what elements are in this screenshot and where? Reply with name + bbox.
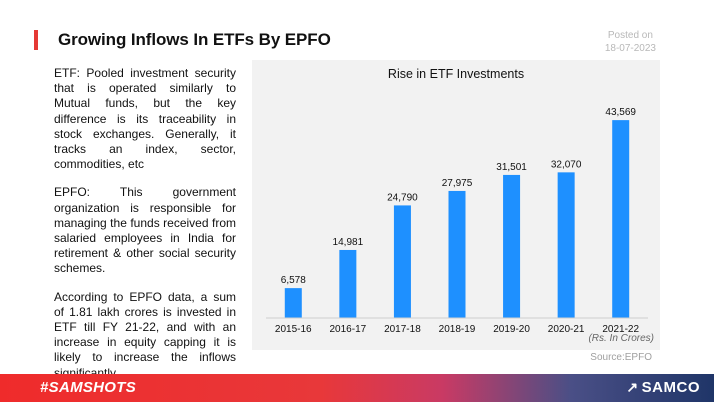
data-label-2021-22: 43,569 <box>605 107 636 118</box>
brand-name: SAMCO <box>641 379 700 396</box>
data-label-2018-19: 27,975 <box>442 178 473 189</box>
page-title: Growing Inflows In ETFs By EPFO <box>58 30 331 49</box>
bar-chart: Rise in ETF Investments 6,578 2015-16 14,9… <box>266 67 654 344</box>
x-tick-label-2016-17: 2016-17 <box>330 324 367 335</box>
description-column: ETF: Pooled investment security that is … <box>54 66 236 394</box>
x-tick-label-2019-20: 2019-20 <box>493 324 530 335</box>
x-tick-label-2017-18: 2017-18 <box>384 324 421 335</box>
bar-2021-22 <box>612 120 630 318</box>
title-accent-bar <box>34 30 38 50</box>
source-label: Source:EPFO <box>590 352 652 363</box>
bar-2018-19 <box>448 190 466 318</box>
bar-2020-21 <box>557 172 575 318</box>
posted-label: Posted on <box>607 30 653 41</box>
footer-banner: #SAMSHOTS ↗ SAMCO <box>0 374 714 402</box>
data-label-2019-20: 31,501 <box>496 162 527 173</box>
brand-logo: ↗ SAMCO <box>626 379 700 396</box>
x-tick-label-2021-22: 2021-22 <box>602 324 639 335</box>
bar-2017-18 <box>393 205 411 318</box>
chart-panel: Rise in ETF Investments 6,578 2015-16 14,9… <box>252 60 660 350</box>
hashtag-label: #SAMSHOTS <box>40 379 137 396</box>
data-label-2016-17: 14,981 <box>333 237 364 248</box>
data-label-2017-18: 24,790 <box>387 192 418 203</box>
unit-note: (Rs. In Crores) <box>588 333 654 344</box>
posted-date: 18-07-2023 <box>604 43 656 54</box>
x-tick-label-2015-16: 2015-16 <box>275 324 312 335</box>
posted-info: Posted on 18-07-2023 <box>605 29 656 55</box>
bar-2015-16 <box>284 288 302 318</box>
x-tick-label-2018-19: 2018-19 <box>439 324 476 335</box>
epfo-data-note: According to EPFO data, a sum of 1.81 la… <box>54 289 236 380</box>
data-label-2015-16: 6,578 <box>281 275 306 286</box>
bar-2019-20 <box>503 174 521 318</box>
data-label-2020-21: 32,070 <box>551 159 582 170</box>
x-tick-label-2020-21: 2020-21 <box>548 324 585 335</box>
etf-definition: ETF: Pooled investment security that is … <box>54 66 236 172</box>
bar-2016-17 <box>339 249 357 318</box>
chart-title: Rise in ETF Investments <box>388 67 524 81</box>
samco-logo-icon: ↗ <box>626 379 639 395</box>
epfo-definition: EPFO: This government organization is re… <box>54 185 236 276</box>
